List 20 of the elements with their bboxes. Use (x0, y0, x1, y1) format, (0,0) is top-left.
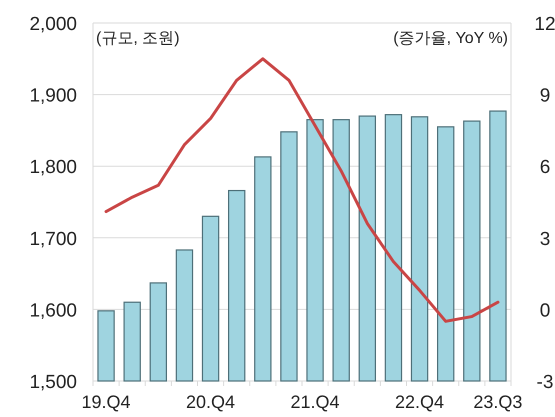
x-tick-label: 20.Q4 (186, 392, 236, 412)
y2-tick-label: 12 (534, 14, 555, 35)
y-tick-label: 1,800 (29, 157, 77, 178)
x-tick-label: 21.Q4 (290, 392, 340, 412)
y2-axis-title: (증가율, YoY %) (393, 30, 508, 47)
line-series (104, 57, 500, 323)
y-axis-title: (규모, 조원) (96, 30, 180, 47)
y2-tick-label: 3 (540, 228, 550, 250)
x-tick-label: 19.Q4 (82, 392, 131, 412)
y-tick-label: 1,700 (29, 228, 77, 250)
y2-tick-label: 6 (540, 157, 550, 178)
y2-tick-label: 9 (540, 86, 550, 107)
y-tick-label: 1,900 (29, 86, 77, 107)
y-tick-label: 1,500 (29, 372, 77, 393)
y-tick-label: 2,000 (29, 14, 77, 35)
y-tick-label: 1,600 (29, 300, 77, 322)
y2-tick-label: 0 (540, 300, 550, 322)
x-tick-label: 22.Q4 (395, 392, 444, 412)
y2-tick-label: -3 (536, 372, 554, 393)
x-tick-label: 23.Q3 (473, 392, 522, 412)
